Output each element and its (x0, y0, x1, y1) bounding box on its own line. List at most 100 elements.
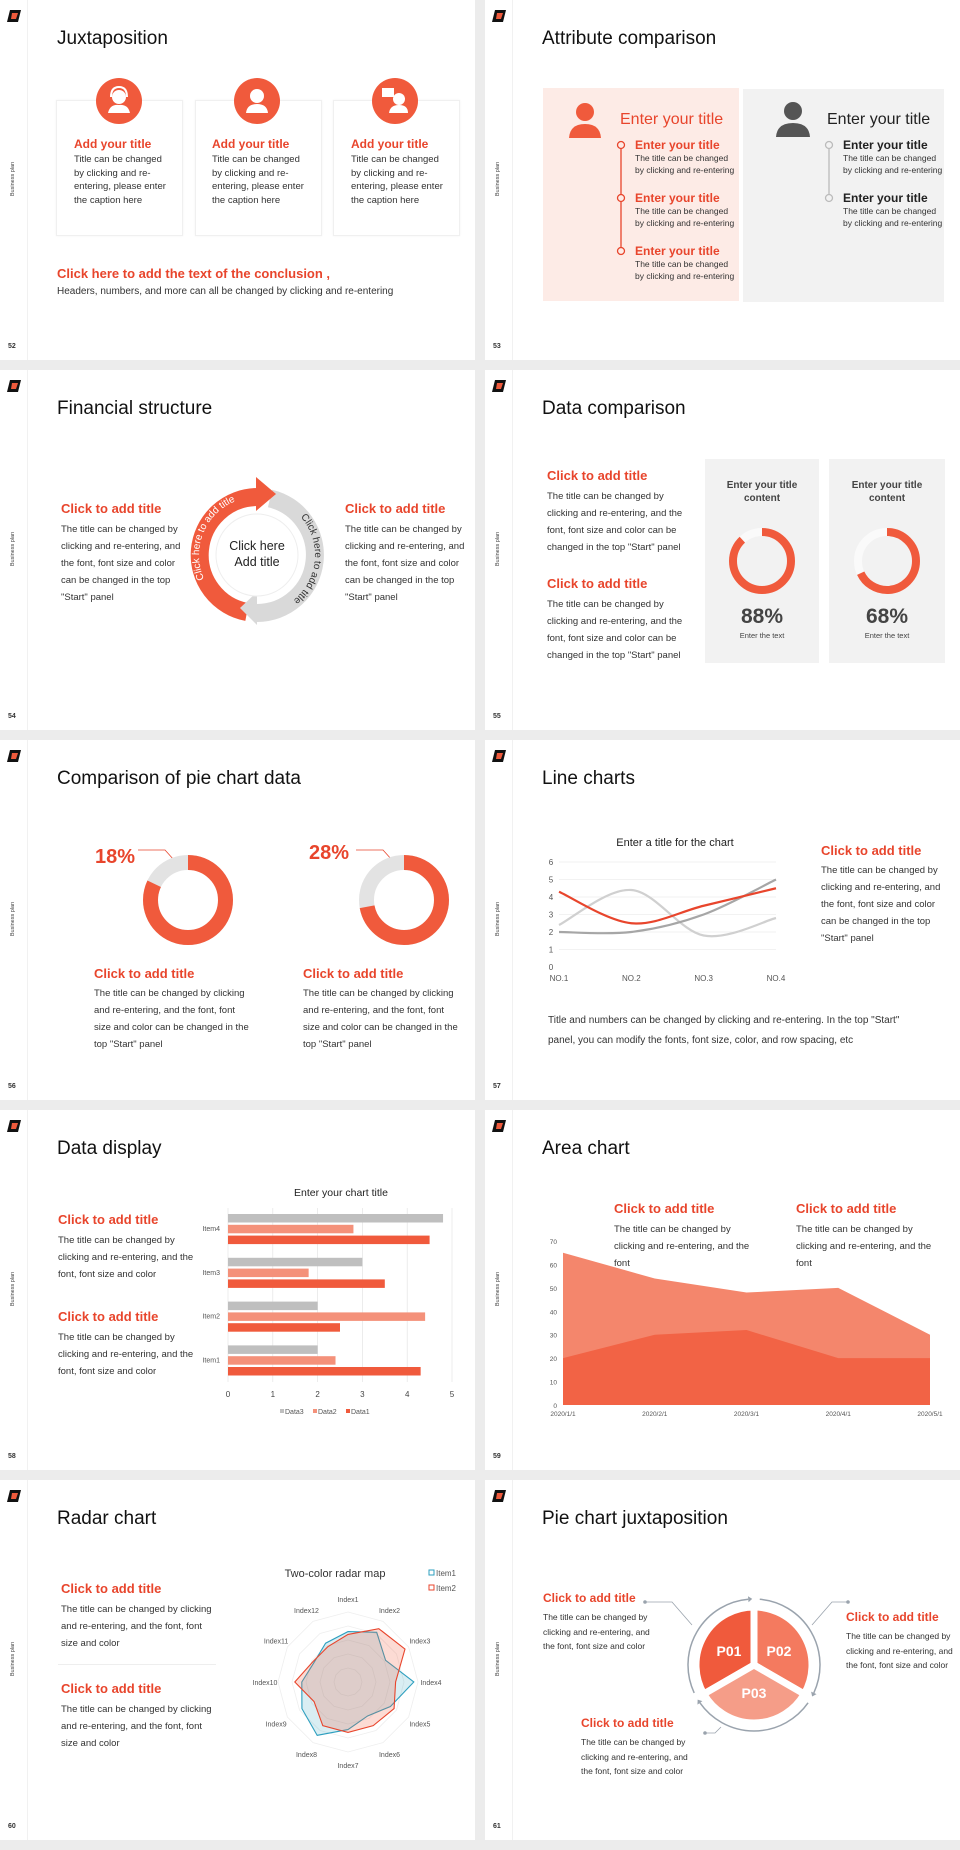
block-body: The title can be changed by clicking and… (796, 1224, 932, 1269)
slide-59[interactable]: Business plan 59 Area chart 0 10 20 30 40 50 6… (485, 1110, 960, 1470)
bar-chart: Enter your chart title 0 1 2 3 4 5 Item1 Item2 It… (202, 1187, 454, 1416)
x-tick-label: 1 (271, 1390, 276, 1399)
callout-line (138, 849, 175, 861)
block-body: The title can be changed by clicking and… (61, 1704, 212, 1749)
card-body: Title can be changed by clicking and re-… (351, 154, 443, 206)
block-title: Click to add title (581, 1716, 674, 1730)
block-title: Click to add title (614, 1201, 715, 1216)
y-tick-label: 70 (550, 1239, 558, 1246)
slide-sidebar: Business plan 55 (485, 370, 513, 730)
panel-caption: Enter the text (864, 631, 910, 640)
footer-text: Title and numbers can be changed by clic… (548, 1015, 900, 1046)
block-body: The title can be changed by clicking and… (581, 1737, 688, 1776)
item-body: The title can be changed by clicking and… (635, 153, 735, 175)
slide-title: Juxtaposition (57, 28, 168, 49)
connector-dot (643, 1600, 647, 1604)
chart-title: Two-color radar map (285, 1568, 386, 1580)
slide-52[interactable]: Business plan 52 Juxtaposition Add your … (0, 0, 475, 360)
conclusion-title: Click here to add the text of the conclu… (57, 266, 331, 281)
bar-data2 (228, 1224, 354, 1234)
block-body: The title can be changed by clicking and… (547, 491, 683, 553)
connector-line (705, 1726, 722, 1734)
side-title: Click to add title (821, 843, 922, 858)
connector-line (811, 1601, 848, 1626)
donut-label: 18% (95, 846, 136, 868)
radar-grid-ring (333, 1667, 363, 1697)
right-title: Click to add title (345, 501, 446, 516)
slide-55[interactable]: Business plan 55 Data comparison Click t… (485, 370, 960, 730)
x-tick-label: NO.1 (550, 974, 569, 983)
slide-58[interactable]: Business plan 58 Data display Click to a… (0, 1110, 475, 1470)
slide-57[interactable]: Business plan 57 Line charts Enter a tit… (485, 740, 960, 1100)
card-title: Add your title (212, 137, 290, 151)
logo-icon (492, 380, 506, 392)
axis-label: Index8 (296, 1752, 317, 1759)
block-body: The title can be changed by clicking and… (58, 1332, 194, 1377)
slide-60[interactable]: Business plan 60 Radar chart Click to ad… (0, 1480, 475, 1840)
panel-title: Enter your title content (726, 480, 798, 504)
slide-title: Attribute comparison (542, 28, 717, 49)
item-body: The title can be changed by clicking and… (843, 206, 943, 228)
slide-sidebar: Business plan 60 (0, 1480, 28, 1840)
donut-18-value (143, 855, 233, 945)
panel-title: Enter your title content (851, 480, 923, 504)
left-body: The title can be changed by clicking and… (61, 524, 181, 603)
axis-label: Index12 (294, 1608, 319, 1615)
y-tick-label: 0 (549, 963, 554, 972)
bar-data1 (228, 1279, 385, 1288)
timeline-dot (616, 246, 626, 256)
block-title: Click to add title (61, 1681, 162, 1696)
center-label: Add title (234, 555, 279, 569)
person-icon (234, 78, 280, 124)
connector-dot (846, 1600, 850, 1604)
legend-label: Data3 (285, 1409, 304, 1416)
axis-label: Index9 (266, 1722, 287, 1729)
item-title: Enter your title (843, 191, 928, 205)
connector-dot (703, 1731, 707, 1735)
category-label: Item1 (202, 1357, 220, 1364)
block-title: Click to add title (796, 1201, 897, 1216)
slide-61[interactable]: Business plan 61 Pie chart juxtaposition… (485, 1480, 960, 1840)
percent-value: 68% (865, 605, 909, 628)
category-label: Item3 (202, 1270, 220, 1277)
slide-sidebar: Business plan 52 (0, 0, 28, 360)
item-title: Enter your title (635, 191, 720, 205)
timeline-dot (616, 193, 626, 203)
item-title: Enter your title (635, 244, 720, 258)
slide-54[interactable]: Business plan 54 Financial structure Cli… (0, 370, 475, 730)
donut-body: The title can be changed by clicking and… (94, 988, 249, 1050)
page-number: 60 (8, 1823, 16, 1830)
area-chart: 0 10 20 30 40 50 60 70 2020/1/1 2020/2/1 2020/3/1 2… (550, 1239, 943, 1418)
block-title: Click to add title (547, 576, 648, 591)
item-body: The title can be changed by clicking and… (843, 153, 943, 175)
donut-body: The title can be changed by clicking and… (303, 988, 458, 1050)
line-chart: Enter a title for the chart 0 1 2 3 4 5 6 NO.1 NO… (549, 837, 786, 983)
card-body: Title can be changed by clicking and re-… (212, 154, 304, 206)
arrowhead-icon (747, 1596, 753, 1603)
item-body: The title can be changed by clicking and… (635, 206, 735, 228)
block-title: Click to add title (61, 1581, 162, 1596)
left-heading: Enter your title (620, 111, 724, 128)
legend-swatch (280, 1409, 284, 1413)
conclusion-body: Headers, numbers, and more can all be ch… (57, 286, 394, 297)
bar-data3 (228, 1345, 318, 1354)
bar-data3 (228, 1257, 363, 1267)
donut-88-value (729, 528, 795, 594)
timeline-dot (616, 140, 626, 150)
page-number: 59 (493, 1453, 501, 1460)
y-tick-label: 60 (550, 1262, 558, 1269)
item-body: The title can be changed by clicking and… (635, 259, 735, 281)
slide-sidebar: Business plan 57 (485, 740, 513, 1100)
x-tick-label: 2020/2/1 (642, 1411, 668, 1418)
segment-label: P01 (717, 1643, 742, 1659)
donut-28-value (359, 855, 449, 945)
slide-53[interactable]: Business plan 53 Attribute comparison En… (485, 0, 960, 360)
line-series (558, 887, 777, 925)
right-body: The title can be changed by clicking and… (345, 524, 465, 603)
y-tick-label: 20 (550, 1356, 558, 1363)
block-body: The title can be changed by clicking and… (846, 1631, 953, 1670)
slide-56[interactable]: Business plan 56 Comparison of pie chart… (0, 740, 475, 1100)
segmented-pie: P01 P02 P03 (643, 1596, 850, 1735)
speech-person-icon (372, 78, 418, 124)
logo-icon (492, 1490, 506, 1502)
